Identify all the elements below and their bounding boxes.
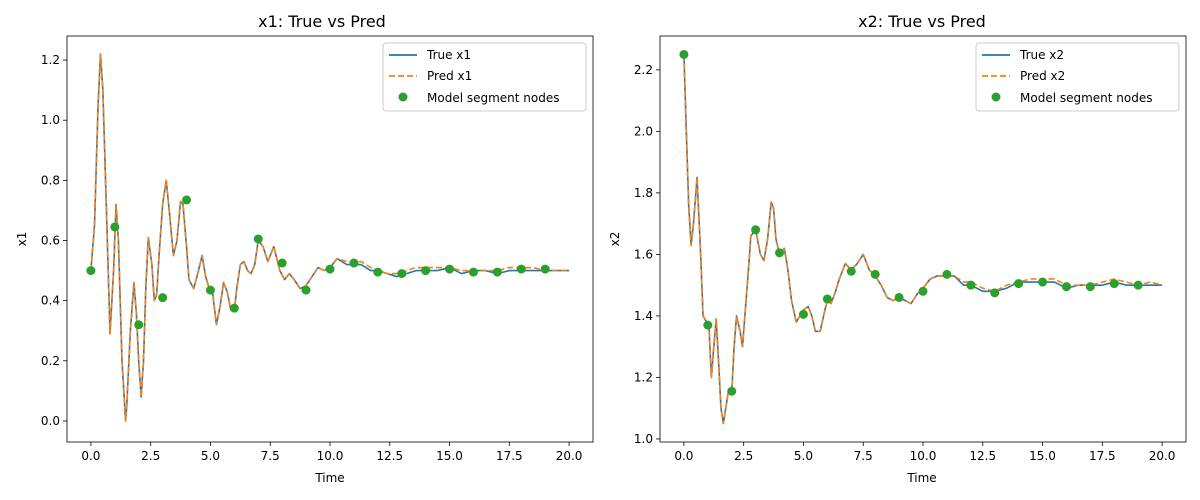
y-tick-label: 2.2 — [634, 63, 653, 77]
ticks-x1: 0.0 2.5 5.0 7.5 10.0 12.5 15.0 17.5 20.0 0.0 0.2 0.… — [41, 53, 583, 463]
y-tick-label: 0.4 — [41, 294, 60, 308]
segment-node-point — [253, 234, 263, 244]
segment-node-point — [679, 49, 689, 59]
x-tick-label: 17.5 — [1089, 449, 1116, 463]
segment-node-point — [1109, 279, 1119, 289]
segment-node-point — [158, 293, 168, 303]
x-tick-label: 2.5 — [141, 449, 160, 463]
segment-node-point — [421, 266, 431, 276]
legend-label-pred: Pred x1 — [427, 69, 472, 83]
legend-nodes-marker — [398, 92, 408, 102]
segment-node-point — [1085, 282, 1095, 292]
segment-node-point — [516, 264, 526, 274]
segment-node-point — [966, 280, 976, 290]
x-tick-label: 15.0 — [436, 449, 463, 463]
segment-node-point — [751, 225, 761, 235]
plot-content-x1 — [86, 53, 570, 422]
legend-x1: True x1 Pred x1 Model segment nodes — [382, 42, 587, 112]
x-axis-label: Time — [314, 471, 344, 485]
x-tick-label: 20.0 — [1149, 449, 1176, 463]
segment-node-point — [894, 292, 904, 302]
segment-node-point — [703, 320, 713, 330]
legend-x2: True x2 Pred x2 Model segment nodes — [975, 42, 1180, 112]
segment-node-point — [990, 288, 1000, 298]
segment-node-point — [492, 267, 502, 277]
segment-node-point — [1038, 277, 1048, 287]
x-tick-label: 0.0 — [81, 449, 100, 463]
legend-nodes-marker — [991, 92, 1001, 102]
segment-node-point — [229, 303, 239, 313]
x-tick-label: 10.0 — [910, 449, 937, 463]
segment-node-point — [942, 269, 952, 279]
chart-x1: x1: True vs Pred 0.0 2.5 5.0 7.5 10.0 12.5 15.… — [15, 12, 594, 485]
y-axis-label: x2 — [608, 232, 622, 247]
legend-label-pred: Pred x2 — [1020, 69, 1065, 83]
x-tick-label: 5.0 — [794, 449, 813, 463]
legend-label-true: True x2 — [1019, 48, 1064, 62]
y-tick-label: 1.2 — [634, 370, 653, 384]
x-axis-label: Time — [906, 471, 936, 485]
x-tick-label: 15.0 — [1029, 449, 1056, 463]
y-tick-label: 1.8 — [634, 186, 653, 200]
x-tick-label: 5.0 — [201, 449, 220, 463]
segment-node-point — [373, 267, 383, 277]
segment-node-point — [349, 258, 359, 268]
y-tick-label: 0.6 — [41, 234, 60, 248]
chart-x2: x2: True vs Pred 0.0 2.5 5.0 7.5 10.0 12.5 15.… — [608, 12, 1187, 485]
y-tick-label: 0.8 — [41, 173, 60, 187]
chart-title: x2: True vs Pred — [858, 12, 986, 31]
segment-node-point — [397, 269, 407, 279]
x-tick-label: 10.0 — [317, 449, 344, 463]
segment-node-point — [134, 320, 144, 330]
segment-node-point — [870, 269, 880, 279]
segment-node-point — [86, 266, 96, 276]
x-tick-label: 7.5 — [854, 449, 873, 463]
plot-content-x2 — [679, 49, 1163, 425]
x-tick-label: 0.0 — [674, 449, 693, 463]
segment-node-point — [822, 294, 832, 304]
segment-node-point — [325, 264, 335, 274]
y-tick-label: 1.6 — [634, 247, 653, 261]
series-line-pred — [90, 53, 570, 422]
x-tick-label: 20.0 — [556, 449, 583, 463]
legend-box — [975, 42, 1180, 112]
segment-node-point — [775, 248, 785, 258]
y-tick-label: 0.2 — [41, 354, 60, 368]
segment-node-point — [846, 266, 856, 276]
segment-node-point — [798, 309, 808, 319]
segment-node-point — [110, 222, 120, 232]
y-tick-label: 0.0 — [41, 414, 60, 428]
segment-node-point — [205, 285, 215, 295]
segment-node-point — [277, 258, 287, 268]
segment-node-point — [468, 267, 478, 277]
segment-node-point — [1014, 279, 1024, 289]
segment-node-point — [540, 264, 550, 274]
x-tick-label: 17.5 — [496, 449, 523, 463]
y-tick-label: 1.0 — [634, 432, 653, 446]
legend-box — [382, 42, 587, 112]
segment-node-point — [182, 195, 192, 205]
segment-node-point — [1133, 280, 1143, 290]
segment-node-point — [445, 264, 455, 274]
x-tick-label: 12.5 — [376, 449, 403, 463]
y-tick-label: 2.0 — [634, 124, 653, 138]
segment-node-point — [918, 286, 928, 296]
x-tick-label: 12.5 — [969, 449, 996, 463]
y-tick-label: 1.2 — [41, 53, 60, 67]
x-tick-label: 2.5 — [734, 449, 753, 463]
chart-title: x1: True vs Pred — [258, 12, 386, 31]
series-line-pred — [683, 54, 1163, 425]
x-tick-label: 7.5 — [261, 449, 280, 463]
legend-label-true: True x1 — [426, 48, 471, 62]
legend-label-nodes: Model segment nodes — [427, 91, 560, 105]
y-axis-label: x1 — [15, 232, 29, 247]
ticks-x2: 0.0 2.5 5.0 7.5 10.0 12.5 15.0 17.5 20.0 1.0 1.2 1.… — [634, 63, 1176, 463]
segment-node-point — [301, 285, 311, 295]
legend-label-nodes: Model segment nodes — [1020, 91, 1153, 105]
y-tick-label: 1.0 — [41, 113, 60, 127]
y-tick-label: 1.4 — [634, 309, 653, 323]
segment-node-point — [1061, 282, 1071, 292]
segment-node-point — [727, 386, 737, 396]
